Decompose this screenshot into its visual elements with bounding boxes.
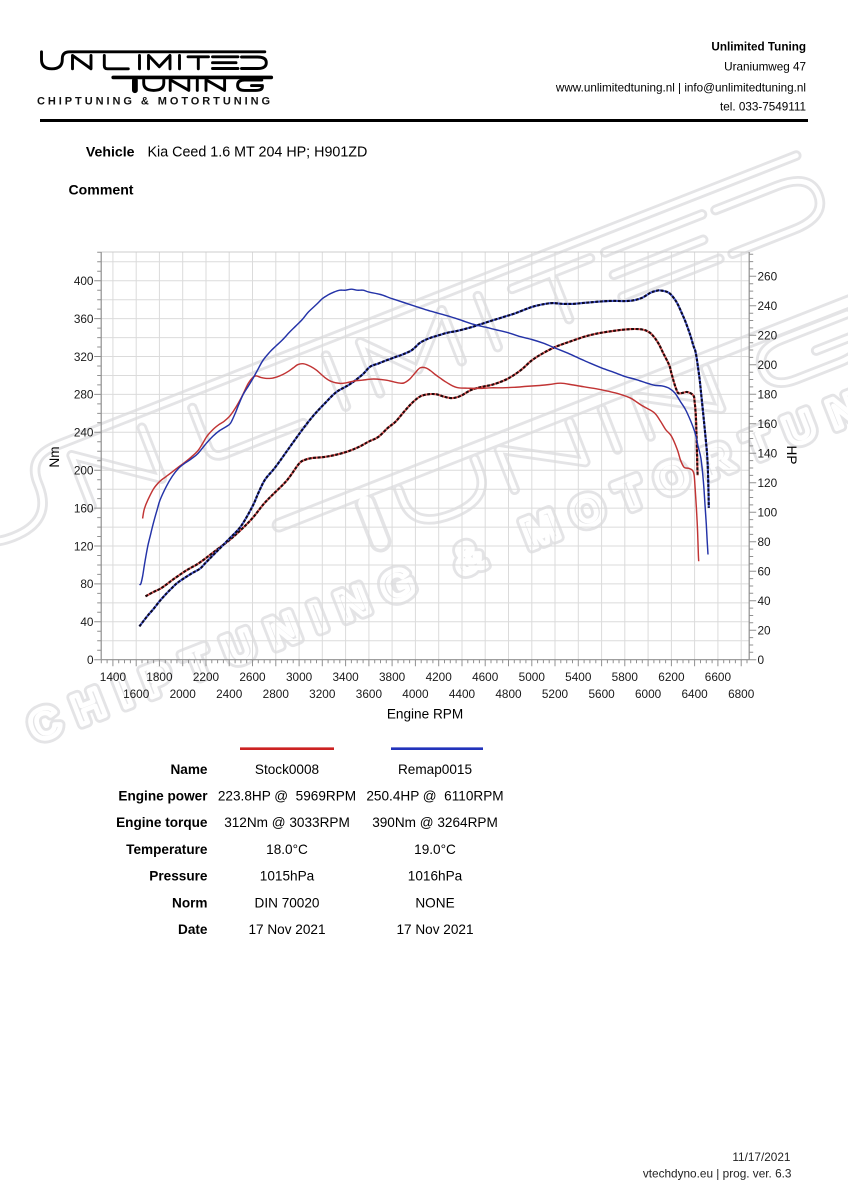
svg-text:4400: 4400: [449, 687, 476, 701]
svg-text:19.0°C: 19.0°C: [414, 842, 456, 857]
svg-text:160: 160: [758, 417, 778, 431]
svg-text:2600: 2600: [239, 670, 266, 684]
svg-text:240: 240: [758, 299, 778, 313]
svg-text:DIN 70020: DIN 70020: [255, 895, 320, 910]
svg-text:2200: 2200: [193, 670, 220, 684]
svg-text:20: 20: [758, 624, 772, 638]
svg-text:11/17/2021: 11/17/2021: [732, 1150, 790, 1164]
svg-text:80: 80: [758, 535, 772, 549]
svg-text:3800: 3800: [379, 670, 406, 684]
svg-text:1600: 1600: [123, 687, 150, 701]
svg-text:120: 120: [74, 539, 94, 553]
svg-text:6000: 6000: [635, 687, 662, 701]
svg-text:6200: 6200: [658, 670, 685, 684]
svg-text:4200: 4200: [426, 670, 453, 684]
svg-text:Pressure: Pressure: [149, 869, 208, 884]
svg-text:1400: 1400: [100, 670, 127, 684]
svg-text:80: 80: [80, 577, 94, 591]
svg-text:5400: 5400: [565, 670, 592, 684]
svg-text:Nm: Nm: [47, 446, 62, 467]
svg-text:17 Nov 2021: 17 Nov 2021: [396, 922, 473, 937]
svg-text:390Nm @ 3264RPM: 390Nm @ 3264RPM: [372, 815, 498, 830]
svg-text:HP: HP: [784, 446, 799, 465]
svg-text:Engine RPM: Engine RPM: [387, 707, 463, 722]
svg-text:260: 260: [758, 270, 778, 284]
svg-text:5200: 5200: [542, 687, 569, 701]
svg-text:Norm: Norm: [172, 895, 208, 910]
svg-text:NONE: NONE: [415, 895, 454, 910]
svg-text:tel. 033-7549111: tel. 033-7549111: [720, 101, 806, 114]
svg-text:CHIPTUNING & MOTORTUNING: CHIPTUNING & MOTORTUNING: [37, 96, 273, 108]
svg-text:5800: 5800: [612, 670, 639, 684]
svg-text:220: 220: [758, 329, 778, 343]
svg-text:280: 280: [74, 388, 94, 402]
svg-text:40: 40: [80, 615, 94, 629]
svg-text:160: 160: [74, 501, 94, 515]
svg-text:Engine torque: Engine torque: [116, 815, 208, 830]
svg-text:6600: 6600: [705, 670, 732, 684]
svg-text:2400: 2400: [216, 687, 243, 701]
svg-text:Unlimited Tuning: Unlimited Tuning: [711, 41, 806, 54]
svg-text:120: 120: [758, 476, 778, 490]
svg-text:5600: 5600: [588, 687, 615, 701]
svg-text:4600: 4600: [472, 670, 499, 684]
svg-text:200: 200: [758, 358, 778, 372]
svg-text:Remap0015: Remap0015: [398, 762, 472, 777]
svg-text:1016hPa: 1016hPa: [408, 869, 463, 884]
svg-text:223.8HP @ 5969RPM: 223.8HP @ 5969RPM: [218, 789, 356, 804]
svg-text:60: 60: [758, 565, 772, 579]
svg-text:1015hPa: 1015hPa: [260, 869, 315, 884]
svg-text:Temperature: Temperature: [126, 842, 208, 857]
svg-text:0: 0: [758, 653, 765, 667]
svg-text:Comment: Comment: [69, 182, 134, 198]
svg-text:Kia Ceed 1.6 MT 204 HP; H901ZD: Kia Ceed 1.6 MT 204 HP; H901ZD: [148, 145, 368, 161]
svg-text:320: 320: [74, 350, 94, 364]
svg-text:40: 40: [758, 594, 772, 608]
svg-text:6800: 6800: [728, 687, 755, 701]
svg-text:4800: 4800: [495, 687, 522, 701]
svg-text:0: 0: [87, 653, 94, 667]
svg-text:2800: 2800: [263, 687, 290, 701]
svg-text:3200: 3200: [309, 687, 336, 701]
svg-text:250.4HP @ 6110RPM: 250.4HP @ 6110RPM: [366, 789, 503, 804]
svg-text:180: 180: [758, 388, 778, 402]
svg-text:Engine power: Engine power: [118, 789, 208, 804]
svg-text:www.unlimitedtuning.nl | info@: www.unlimitedtuning.nl | info@unlimitedt…: [555, 82, 806, 95]
svg-text:4000: 4000: [402, 687, 429, 701]
svg-text:312Nm @ 3033RPM: 312Nm @ 3033RPM: [224, 815, 350, 830]
svg-text:6400: 6400: [681, 687, 708, 701]
svg-text:18.0°C: 18.0°C: [266, 842, 308, 857]
svg-text:1800: 1800: [146, 670, 173, 684]
svg-text:400: 400: [74, 274, 94, 288]
svg-text:3000: 3000: [286, 670, 313, 684]
svg-text:100: 100: [758, 506, 778, 520]
svg-text:2000: 2000: [170, 687, 197, 701]
svg-text:3600: 3600: [356, 687, 383, 701]
svg-text:Name: Name: [170, 762, 207, 777]
svg-text:Date: Date: [178, 922, 208, 937]
svg-text:5000: 5000: [519, 670, 546, 684]
svg-text:360: 360: [74, 312, 94, 326]
svg-text:Stock0008: Stock0008: [255, 762, 319, 777]
svg-text:200: 200: [74, 464, 94, 478]
svg-text:17 Nov 2021: 17 Nov 2021: [248, 922, 325, 937]
svg-text:3400: 3400: [332, 670, 359, 684]
svg-text:Vehicle: Vehicle: [86, 144, 135, 160]
svg-text:Uraniumweg 47: Uraniumweg 47: [724, 61, 806, 74]
svg-text:240: 240: [74, 426, 94, 440]
svg-text:vtechdyno.eu | prog. ver. 6.3: vtechdyno.eu | prog. ver. 6.3: [643, 1167, 792, 1181]
svg-text:140: 140: [758, 447, 778, 461]
